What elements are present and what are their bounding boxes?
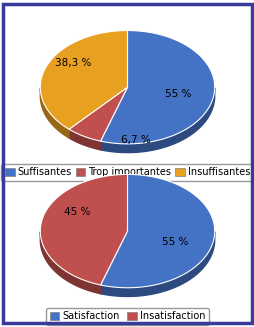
Polygon shape (40, 30, 127, 129)
Text: 55 %: 55 % (164, 89, 190, 99)
Polygon shape (69, 87, 127, 141)
Text: 45 %: 45 % (64, 207, 90, 217)
Polygon shape (100, 232, 214, 297)
Polygon shape (40, 232, 100, 294)
Text: 55 %: 55 % (162, 236, 188, 247)
Polygon shape (40, 174, 127, 285)
Legend: Suffisantes, Trop importantes, Insuffisantes: Suffisantes, Trop importantes, Insuffisa… (2, 164, 252, 181)
Polygon shape (100, 88, 214, 153)
Polygon shape (69, 129, 100, 150)
Text: 38,3 %: 38,3 % (55, 58, 91, 68)
Polygon shape (100, 174, 214, 288)
Text: 6,7 %: 6,7 % (121, 134, 151, 145)
Polygon shape (40, 88, 69, 138)
Polygon shape (100, 30, 214, 144)
Legend: Satisfaction, Insatisfaction: Satisfaction, Insatisfaction (46, 308, 208, 325)
